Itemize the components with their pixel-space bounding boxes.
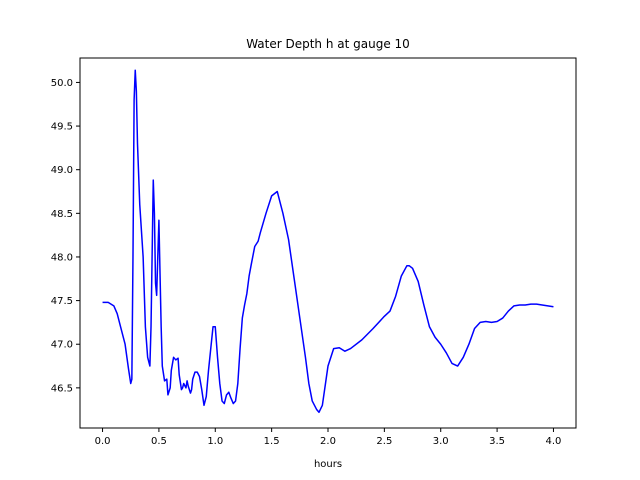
plot-area	[79, 57, 577, 429]
y-tick-label: 47.0	[51, 340, 73, 351]
x-tick-label: 2.0	[320, 436, 336, 447]
chart-title: Water Depth h at gauge 10	[246, 37, 410, 51]
x-tick-label: 1.5	[264, 436, 280, 447]
y-tick-label: 47.5	[51, 296, 73, 307]
x-tick-label: 3.0	[433, 436, 449, 447]
x-axis-label: hours	[314, 459, 342, 470]
y-tick-label: 48.0	[51, 252, 73, 263]
y-tick-label: 49.0	[51, 165, 73, 176]
x-tick-label: 0.5	[151, 436, 167, 447]
y-tick-label: 46.5	[51, 383, 73, 394]
x-tick-label: 1.0	[207, 436, 223, 447]
y-tick-label: 48.5	[51, 209, 73, 220]
y-tick-label: 50.0	[51, 78, 73, 89]
x-tick-label: 0.0	[95, 436, 111, 447]
x-tick-label: 4.0	[546, 436, 562, 447]
x-axis-ticks: 0.0 0.5 1.0 1.5 2.0 2.5 3.0 3.5 4.0	[95, 428, 562, 447]
y-tick-label: 49.5	[51, 122, 73, 133]
x-tick-label: 3.5	[489, 436, 505, 447]
x-tick-label: 2.5	[376, 436, 392, 447]
series-line-water-depth	[102, 69, 554, 414]
y-axis-ticks: 46.5 47.0 47.5 48.0 48.5 49.0 49.5 50.0	[51, 78, 80, 394]
